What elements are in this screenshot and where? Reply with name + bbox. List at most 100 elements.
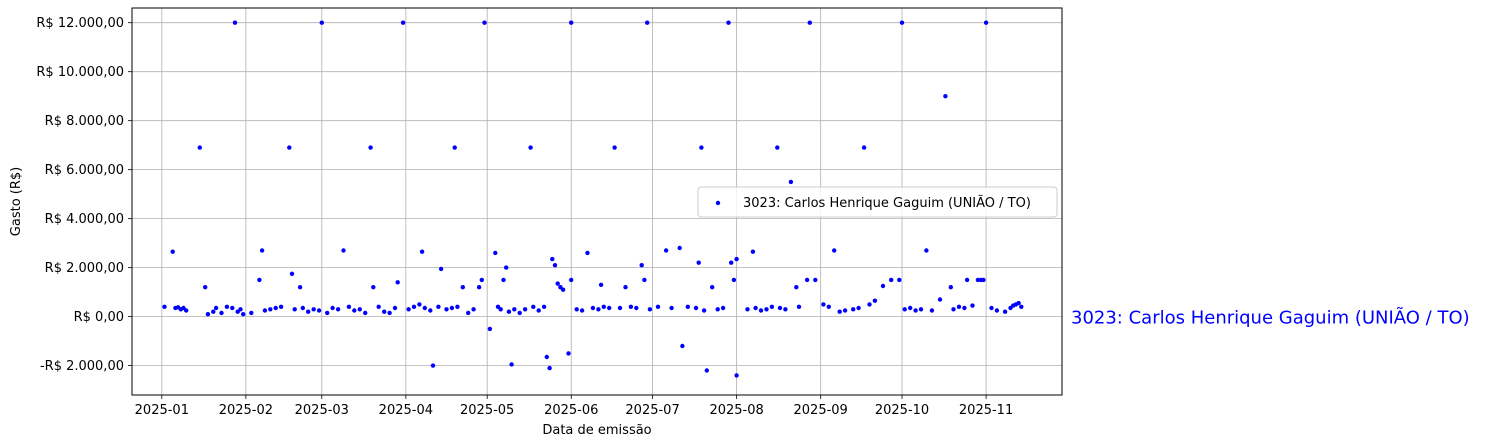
data-point	[579, 308, 585, 313]
data-point	[238, 307, 243, 312]
data-point	[715, 307, 720, 312]
legend-box	[697, 186, 1058, 218]
data-point	[669, 305, 674, 311]
data-point	[376, 304, 381, 309]
data-point	[623, 285, 628, 290]
data-point	[422, 305, 427, 311]
data-point	[292, 307, 297, 312]
data-point	[504, 265, 509, 270]
data-point	[704, 368, 709, 373]
data-point	[368, 145, 373, 150]
data-point	[224, 304, 230, 309]
data-point	[552, 263, 558, 268]
data-point	[924, 248, 929, 253]
data-point	[981, 277, 986, 283]
data-point	[601, 304, 606, 309]
data-point	[341, 248, 346, 253]
data-point	[617, 305, 623, 311]
x-tick-label: 2025-06	[544, 403, 598, 418]
data-point	[745, 307, 750, 312]
data-point	[319, 20, 324, 25]
data-point	[501, 277, 506, 283]
series-side-label: 3023: Carlos Henrique Gaguim (UNIÃO / TO…	[1071, 307, 1470, 329]
data-points	[162, 20, 1024, 378]
x-tick-label: 2025-09	[794, 403, 848, 418]
data-point	[487, 326, 493, 332]
data-point	[430, 363, 436, 368]
data-point	[162, 304, 167, 309]
data-point	[983, 20, 989, 25]
data-point	[720, 305, 726, 311]
x-tick-label: 2025-07	[625, 403, 679, 418]
data-point	[170, 249, 175, 254]
data-point	[861, 145, 867, 150]
data-point	[598, 282, 604, 287]
data-point	[382, 309, 387, 314]
data-point	[645, 20, 650, 25]
data-point	[590, 305, 596, 311]
data-point	[753, 305, 758, 311]
data-point	[371, 285, 376, 290]
data-point	[872, 298, 878, 303]
data-point	[306, 309, 311, 314]
data-point	[392, 305, 398, 311]
x-tick-label: 2025-10	[875, 403, 929, 418]
data-point	[693, 305, 699, 311]
data-point	[197, 145, 202, 150]
data-point	[330, 305, 335, 311]
data-point	[994, 308, 1000, 313]
data-point	[804, 277, 810, 283]
data-point	[444, 307, 449, 312]
data-point	[685, 304, 690, 309]
data-point	[908, 305, 913, 311]
data-point	[726, 20, 731, 25]
data-point	[452, 145, 457, 150]
data-point	[750, 249, 756, 254]
y-tick-label: R$ 6.000,00	[45, 163, 124, 178]
data-point	[710, 285, 715, 290]
data-point	[897, 277, 902, 283]
data-point	[536, 308, 541, 313]
data-point	[989, 305, 994, 311]
data-point	[964, 277, 970, 283]
plot-frame	[131, 7, 1063, 396]
data-point	[569, 20, 574, 25]
data-point	[775, 145, 780, 150]
data-point	[832, 248, 837, 253]
data-point	[677, 245, 682, 251]
data-point	[493, 250, 498, 256]
data-point	[826, 304, 831, 309]
data-point	[856, 305, 861, 311]
data-point	[498, 307, 503, 312]
data-point	[596, 307, 601, 312]
data-point	[880, 283, 886, 289]
data-point	[948, 285, 953, 290]
data-point	[547, 365, 552, 371]
data-point	[962, 305, 967, 311]
data-point	[311, 307, 316, 312]
data-point	[821, 302, 826, 307]
data-point	[219, 310, 224, 316]
data-point	[628, 304, 634, 309]
y-tick-label: R$ 10.000,00	[36, 65, 124, 80]
data-point	[913, 308, 918, 313]
data-point	[205, 312, 211, 317]
data-point	[937, 297, 943, 302]
data-point	[777, 305, 783, 311]
data-point	[363, 310, 368, 316]
data-point	[607, 305, 612, 311]
data-point	[734, 256, 739, 262]
data-point	[512, 307, 517, 312]
data-point	[612, 145, 617, 150]
data-point	[943, 94, 948, 99]
legend-entry-label: 3023: Carlos Henrique Gaguim (UNIÃO / TO…	[743, 195, 1031, 211]
data-point	[555, 281, 560, 286]
data-point	[466, 310, 471, 316]
data-point	[788, 179, 794, 185]
data-point	[346, 304, 352, 309]
data-point	[796, 304, 802, 309]
data-point	[699, 145, 704, 150]
data-point	[506, 309, 512, 314]
data-point	[701, 308, 707, 313]
